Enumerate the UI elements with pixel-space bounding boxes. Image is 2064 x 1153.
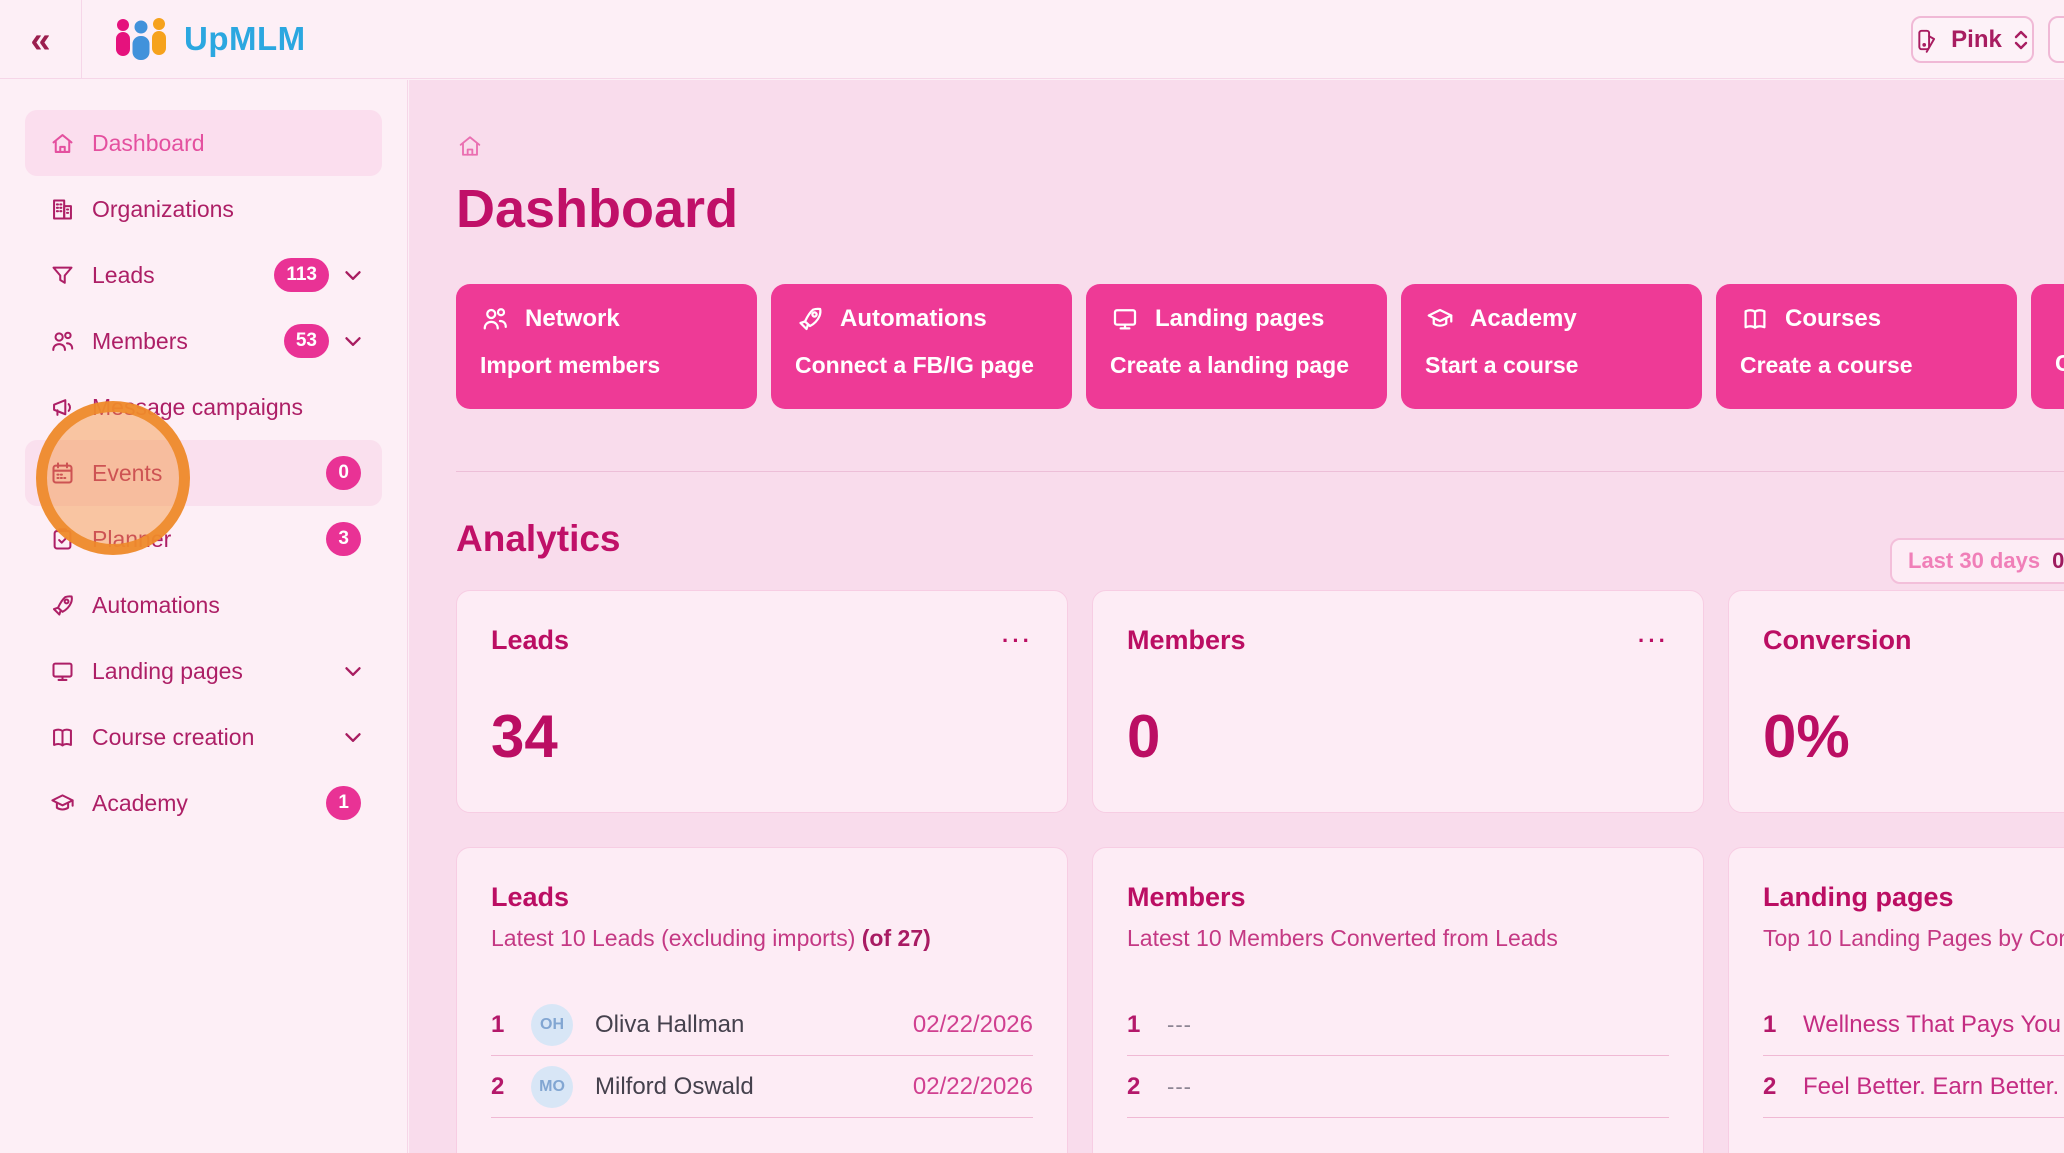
stat-card-conversion: Conversion 0% [1728,590,2064,813]
events-count-badge: 0 [326,456,361,490]
open-book-icon [48,723,76,751]
clipboard-check-icon [48,525,76,553]
stat-value: 0% [1763,703,1850,770]
sidebar-item-events[interactable]: Events 0 [25,440,382,506]
sidebar-item-members[interactable]: Members 53 [25,308,382,374]
grad-cap-icon [48,789,76,817]
sidebar-item-academy[interactable]: Academy 1 [25,770,382,836]
quick-action-partial[interactable]: C [2031,284,2064,409]
monitor-icon [1110,304,1140,334]
quick-action-courses[interactable]: Courses Create a course [1716,284,2017,409]
stat-card-members: Members ··· 0 [1092,590,1704,813]
lead-row[interactable]: 1 OH Oliva Hallman 02/22/2026 [491,994,1033,1056]
avatar: OH [531,1003,573,1046]
main-content: Dashboard Network Import members [409,80,2064,1153]
chevron-down-icon[interactable] [340,658,366,684]
leads-count-badge: 113 [274,258,329,292]
analytics-heading: Analytics [456,518,621,559]
sidebar-item-leads[interactable]: Leads 113 [25,242,382,308]
list-card-landing-pages: Landing pages Top 10 Landing Pages by Co… [1728,847,2064,1153]
sidebar-item-dashboard[interactable]: Dashboard [25,110,382,176]
logo-people-icon [112,15,170,63]
sidebar: Dashboard Organizations Leads 113 [0,80,408,1153]
stat-value: 0 [1127,703,1161,770]
list-card-members: Members Latest 10 Members Converted from… [1092,847,1704,1153]
quick-action-network[interactable]: Network Import members [456,284,757,409]
breadcrumb-home-icon[interactable] [456,132,486,162]
stat-card-leads: Leads ··· 34 [456,590,1068,813]
sidebar-item-message-campaigns[interactable]: Message campaigns [25,374,382,440]
grad-cap-icon [1425,304,1455,334]
chevron-down-icon[interactable] [340,262,366,288]
lead-row[interactable]: 2 MO Milford Oswald 02/22/2026 [491,1056,1033,1118]
page-title: Dashboard [456,179,739,239]
ellipsis-menu-icon[interactable]: ··· [1638,627,1669,653]
ellipsis-menu-icon[interactable]: ··· [1002,627,1033,653]
sidebar-item-landing-pages[interactable]: Landing pages [25,638,382,704]
stat-title: Leads [491,625,570,655]
sidebar-item-automations[interactable]: Automations [25,572,382,638]
people-icon [480,304,510,334]
chevron-down-icon[interactable] [340,724,366,750]
people-icon [48,327,76,355]
logo-text: UpMLM [184,20,306,57]
avatar: MO [531,1065,573,1108]
building-icon [48,195,76,223]
open-book-icon [1740,304,1770,334]
chevron-down-icon[interactable] [340,328,366,354]
quick-action-automations[interactable]: Automations Connect a FB/IG page [771,284,1072,409]
quick-action-landing-pages[interactable]: Landing pages Create a landing page [1086,284,1387,409]
section-divider [456,471,2064,472]
member-row[interactable]: 1 --- [1127,994,1669,1056]
updown-chevron-icon [2012,28,2030,52]
megaphone-icon [48,393,76,421]
date-range-selector[interactable]: Last 30 days 01/2 [1890,538,2064,584]
member-row[interactable]: 2 --- [1127,1056,1669,1118]
analytics-stats-row: Leads ··· 34 Members ··· 0 Conversion 0% [456,590,2064,813]
lists-row: Leads Latest 10 Leads (excluding imports… [456,847,2064,1153]
rocket-icon [795,304,825,334]
monitor-icon [48,657,76,685]
academy-count-badge: 1 [326,786,361,820]
funnel-icon [48,261,76,289]
landing-page-row[interactable]: 2 Feel Better. Earn Better. [1763,1056,2064,1118]
theme-selector[interactable]: Pink [1911,16,2034,63]
top-bar: « UpMLM Pink [0,0,2064,79]
landing-page-row[interactable]: 1 Wellness That Pays You Back [1763,994,2064,1056]
quick-action-academy[interactable]: Academy Start a course [1401,284,1702,409]
quick-actions-row: Network Import members Automations Conne… [456,284,2064,409]
theme-label: Pink [1951,25,2002,53]
partial-edge-button[interactable] [2048,16,2064,63]
stat-title: Conversion [1763,625,1912,655]
list-card-leads: Leads Latest 10 Leads (excluding imports… [456,847,1068,1153]
app-logo[interactable]: UpMLM [112,15,306,63]
palette-icon [1915,27,1941,53]
rocket-icon [48,591,76,619]
planner-count-badge: 3 [326,522,361,556]
stat-title: Members [1127,625,1246,655]
members-count-badge: 53 [283,324,329,358]
calendar-icon [48,459,76,487]
sidebar-collapse-button[interactable]: « [0,0,82,79]
stat-value: 34 [491,703,558,770]
sidebar-item-course-creation[interactable]: Course creation [25,704,382,770]
sidebar-item-organizations[interactable]: Organizations [25,176,382,242]
home-icon [48,129,76,157]
sidebar-item-planner[interactable]: Planner 3 [25,506,382,572]
